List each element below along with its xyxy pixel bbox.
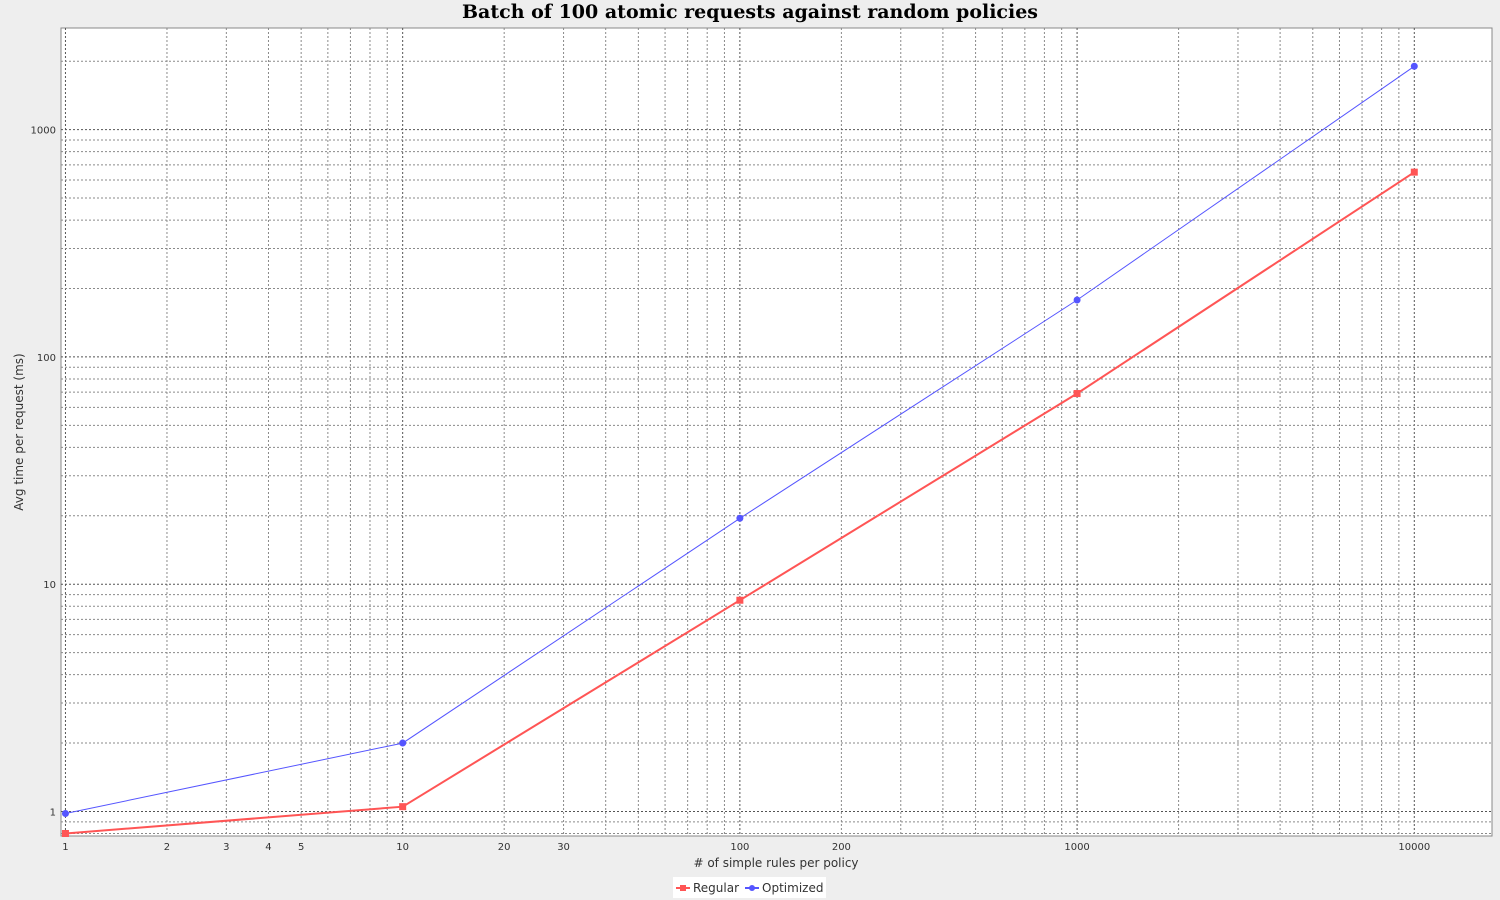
x-tick-label: 5 (298, 842, 304, 853)
optimized-marker-icon (745, 883, 760, 893)
x-tick-label: 1 (62, 842, 68, 853)
legend: Regular Optimized (673, 877, 827, 898)
data-point-optimized (1410, 62, 1418, 70)
legend-item-optimized: Optimized (745, 881, 823, 895)
x-tick-label: 30 (557, 842, 570, 853)
y-axis-label: Avg time per request (ms) (12, 353, 26, 510)
series-lines (61, 62, 1418, 838)
y-tick-label: 100 (37, 353, 56, 364)
data-point-regular (61, 830, 69, 838)
y-tick-label: 1000 (31, 126, 56, 137)
legend-item-regular: Regular (676, 881, 739, 895)
data-point-optimized (399, 739, 407, 747)
x-tick-label: 4 (265, 842, 271, 853)
data-point-optimized (1073, 296, 1081, 304)
data-point-regular (1073, 390, 1081, 398)
data-point-regular (399, 803, 407, 811)
x-tick-label: 3 (223, 842, 229, 853)
y-tick-label: 1 (50, 807, 56, 818)
x-tick-label: 10 (396, 842, 409, 853)
data-point-regular (1410, 168, 1418, 176)
chart-title: Batch of 100 atomic requests against ran… (461, 1, 1039, 23)
regular-marker-icon (676, 883, 690, 893)
grid-lines (61, 28, 1492, 836)
x-tick-label: 10000 (1398, 842, 1430, 853)
legend-label-regular: Regular (693, 880, 740, 895)
data-point-regular (736, 596, 744, 604)
y-tick-label: 10 (43, 580, 56, 591)
data-point-optimized (736, 514, 744, 522)
x-axis-label: # of simple rules per policy (693, 856, 858, 870)
x-tick-label: 2 (164, 842, 170, 853)
x-tick-label: 200 (832, 842, 851, 853)
legend-label-optimized: Optimized (762, 880, 824, 895)
x-tick-label: 1000 (1064, 842, 1089, 853)
plot-area (60, 27, 1493, 837)
x-tick-label: 20 (498, 842, 511, 853)
tick-labels: 1 2 3 4 5 10 20 30 100 200 1000 10000 1 10 100 1000 (31, 126, 1431, 853)
data-point-optimized (61, 809, 69, 817)
x-tick-label: 100 (730, 842, 749, 853)
